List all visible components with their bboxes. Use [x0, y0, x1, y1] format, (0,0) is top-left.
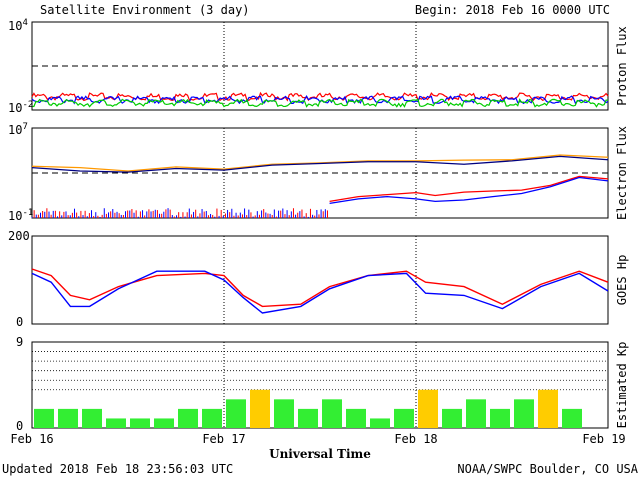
hp-series-line: [31, 268, 609, 308]
kp-bar: [106, 418, 126, 428]
kp-bar: [538, 389, 558, 428]
credit-label: NOAA/SWPC Boulder, CO USA: [457, 462, 638, 476]
updated-timestamp: Updated 2018 Feb 18 23:56:03 UTC: [2, 462, 233, 476]
kp-bar: [346, 408, 366, 428]
electron-series-line: [31, 155, 609, 173]
electron-ytick-bottom: 10-1: [8, 208, 33, 223]
electron-series-line: [329, 175, 609, 203]
electron-series-line: [329, 176, 609, 205]
kp-bar: [298, 408, 318, 428]
xtick-feb19: Feb 19: [582, 432, 625, 446]
kp-bar: [202, 408, 222, 428]
goes-hp-plot: [31, 236, 609, 324]
proton-ytick-top: 104: [8, 18, 28, 33]
kp-bar: [274, 399, 294, 428]
kp-bar: [250, 389, 270, 428]
proton-ytick-bottom: 10-2: [8, 100, 33, 115]
estimated-kp-plot: [32, 342, 608, 428]
hp-ytick-top: 200: [8, 229, 30, 243]
xtick-feb17: Feb 17: [202, 432, 245, 446]
kp-bar: [226, 399, 246, 428]
kp-bar: [130, 418, 150, 428]
kp-bar: [58, 408, 78, 428]
kp-bar: [370, 418, 390, 428]
kp-bar: [154, 418, 174, 428]
kp-panel-frame: [31, 341, 609, 429]
kp-bar: [178, 408, 198, 428]
electron-panel-frame: [31, 127, 609, 219]
xtick-feb18: Feb 18: [394, 432, 437, 446]
xaxis-label: Universal Time: [269, 447, 371, 461]
electron-flux-plot: [31, 128, 609, 218]
kp-bar: [34, 408, 54, 428]
hp-ytick-bottom: 0: [16, 315, 23, 329]
kp-bar: [490, 408, 510, 428]
hp-series-line: [31, 270, 609, 314]
kp-bar: [418, 389, 438, 428]
hp-panel-frame: [31, 235, 609, 325]
kp-bar: [514, 399, 534, 428]
kp-ytick-bottom: 0: [16, 419, 23, 433]
proton-ylabel: Proton Flux: [615, 26, 629, 105]
kp-bar: [394, 408, 414, 428]
xtick-feb16: Feb 16: [10, 432, 53, 446]
kp-ytick-top: 9: [16, 335, 23, 349]
kp-bar: [562, 408, 582, 428]
electron-series-line: [31, 154, 609, 172]
proton-flux-plot: [31, 22, 609, 110]
kp-bar: [466, 399, 486, 428]
kp-bar: [442, 408, 462, 428]
kp-bar: [322, 399, 342, 428]
kp-bar: [82, 408, 102, 428]
hp-ylabel: GOES Hp: [615, 255, 629, 306]
electron-ytick-top: 107: [8, 122, 28, 137]
proton-series-line: [31, 91, 609, 102]
electron-ylabel: Electron Flux: [615, 126, 629, 220]
proton-series-line: [31, 98, 609, 108]
kp-ylabel: Estimated Kp: [615, 342, 629, 429]
begin-date-label: Begin: 2018 Feb 16 0000 UTC: [415, 3, 610, 17]
chart-title: Satellite Environment (3 day): [40, 3, 250, 17]
